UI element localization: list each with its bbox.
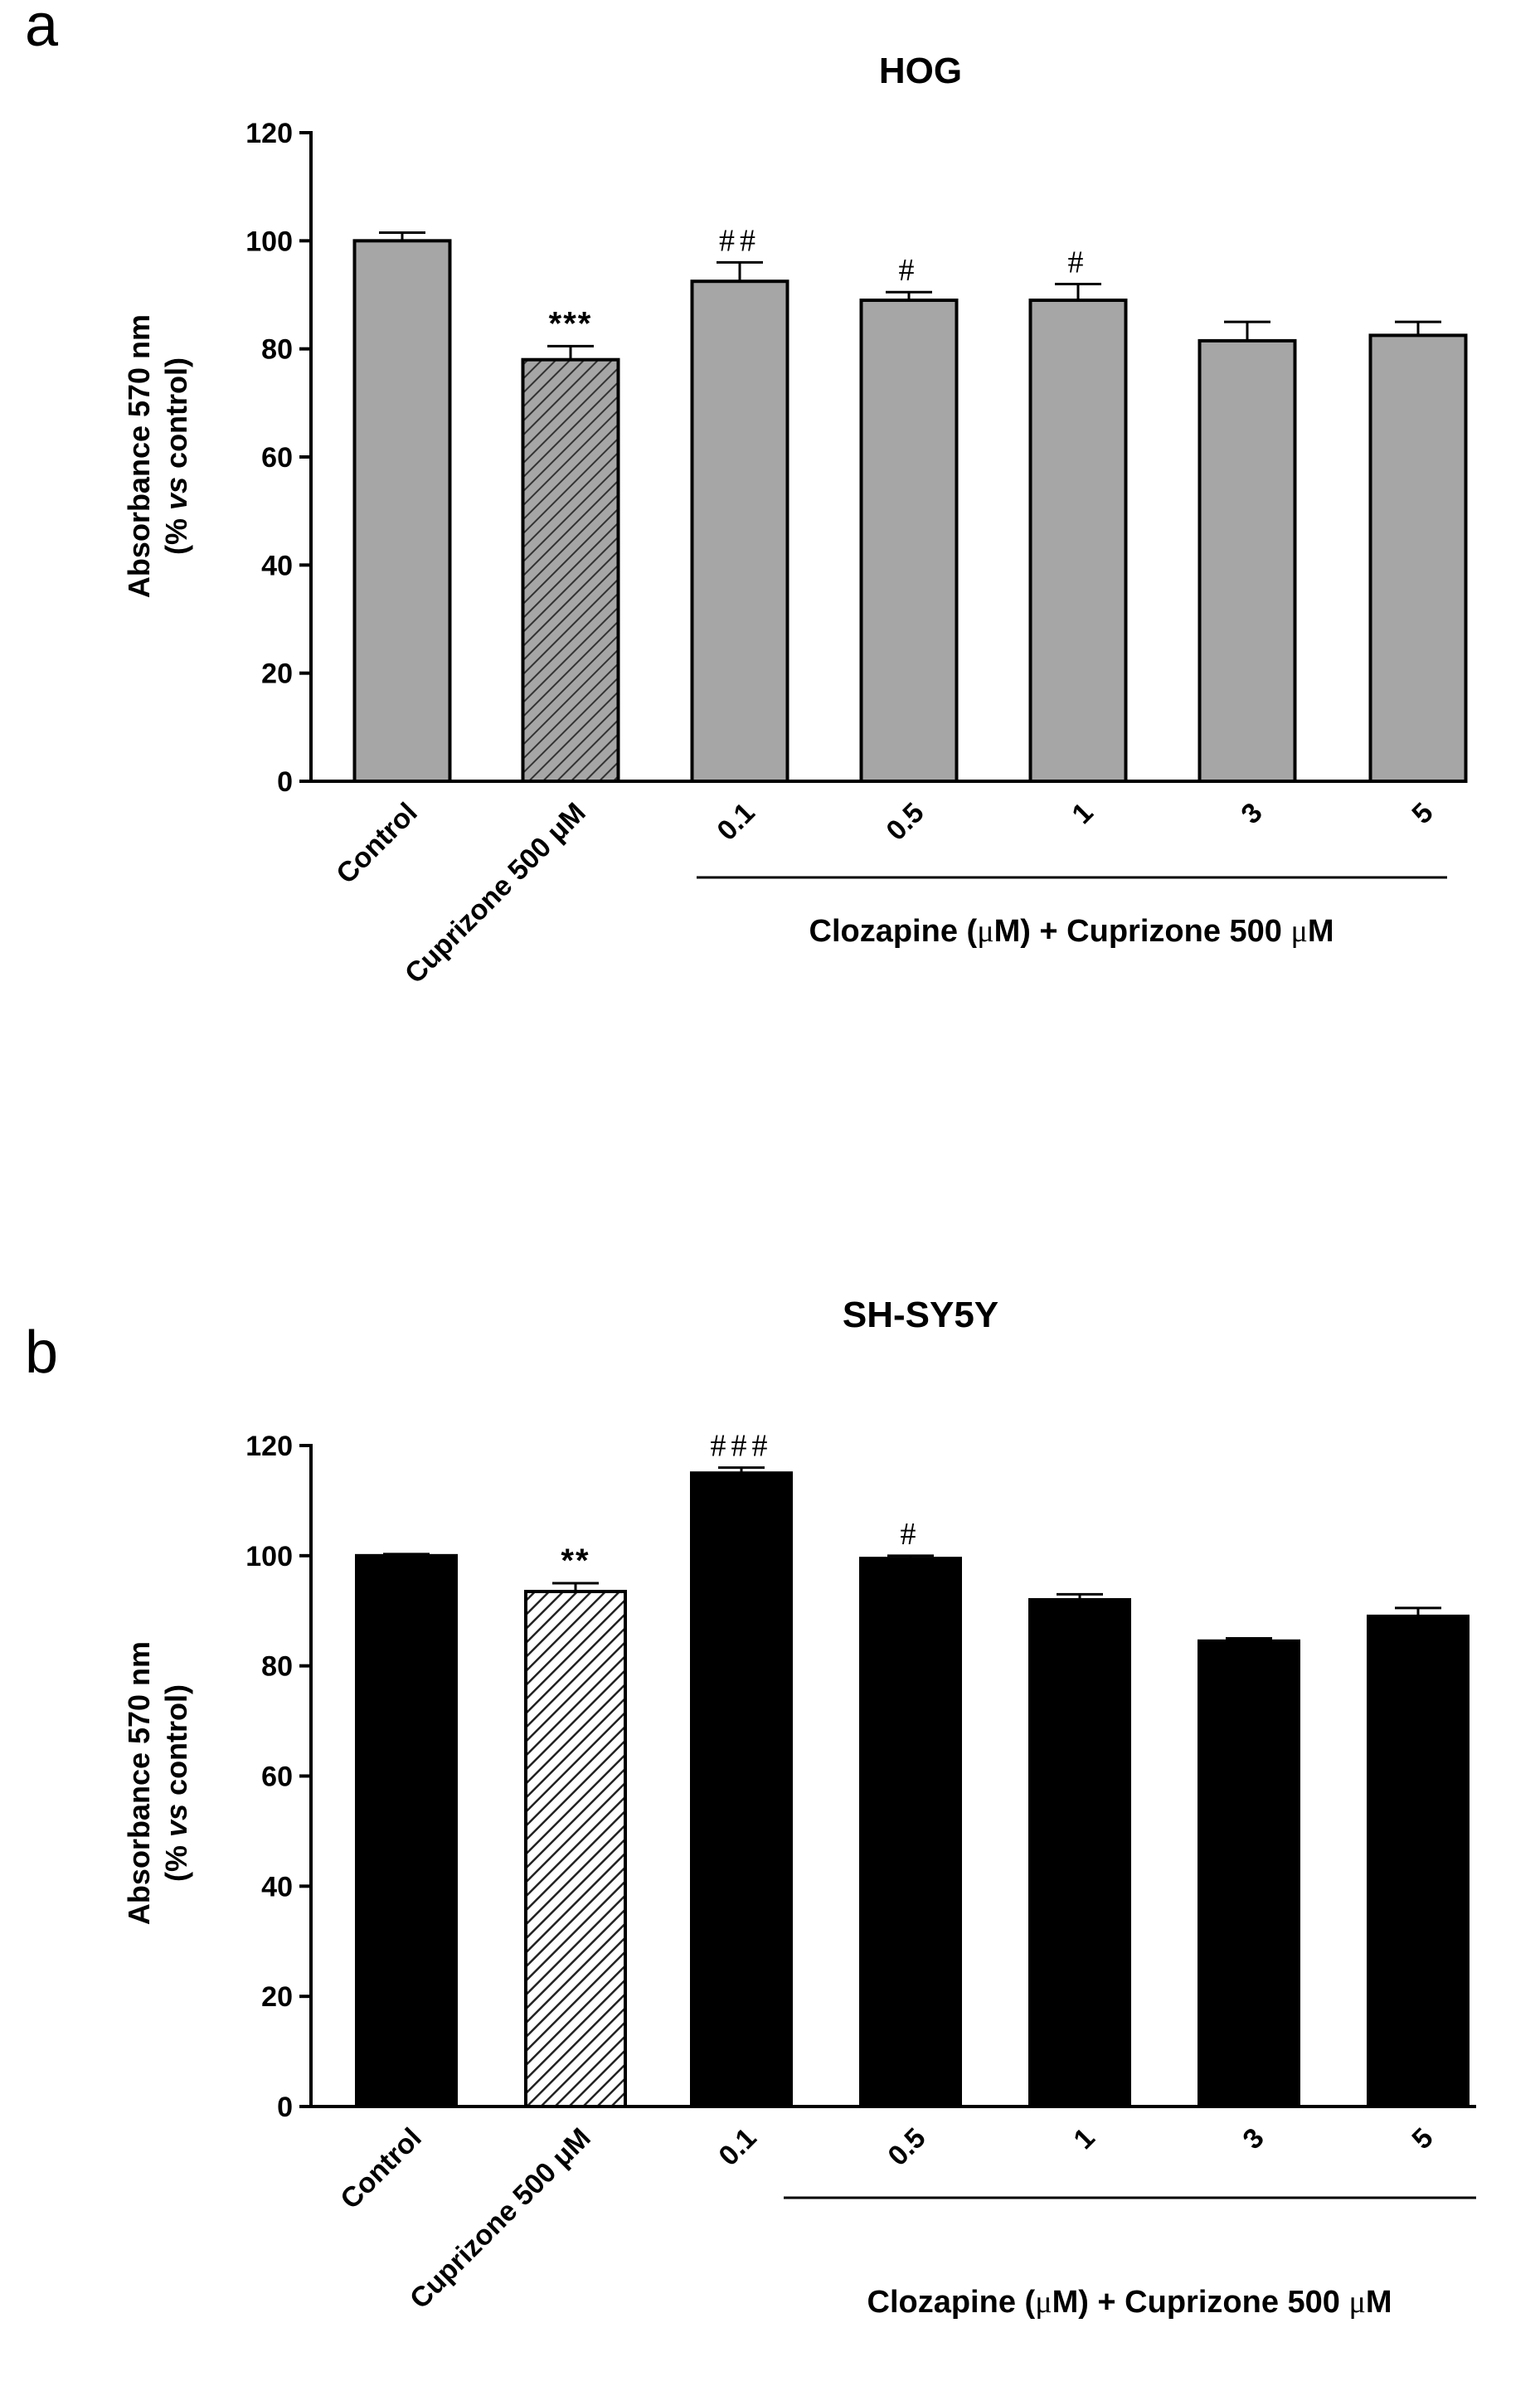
panel-b-bar — [1028, 1597, 1131, 2108]
panel-a-y-tick-label: 120 — [245, 118, 293, 149]
panel-a-category-label: 1 — [1066, 797, 1099, 830]
panel-a-plot: 0 20 40 60 80 100 120 Control *** Cuprizone 500 μ… — [245, 118, 1468, 990]
panel-a-bar — [1028, 299, 1128, 783]
panel-a-title: HOG — [879, 51, 962, 91]
panel-b-significance-label: ### — [711, 1429, 773, 1464]
panel-b-label: b — [25, 1319, 58, 1386]
panel-b-y-tick-label: 80 — [261, 1651, 293, 1683]
panel-a-significance-label: # — [899, 253, 920, 288]
panel-a-bar — [1198, 338, 1297, 783]
panel-b-plot: 0 20 40 60 80 100 120 Control ** Cuprizone 500 μM… — [245, 1429, 1476, 2316]
panel-a-category-label: Cuprizone 500 μM — [399, 797, 592, 990]
panel-b-group-label: Clozapine (μM) + Cuprizone 500 μM — [867, 2285, 1392, 2320]
panel-b-y-tick-label: 0 — [277, 2092, 293, 2123]
panel-a-ylabel-line1: Absorbance 570 nm — [122, 314, 156, 598]
panel-b-bar — [355, 1553, 458, 2109]
panel-b-category-label: 1 — [1067, 2122, 1100, 2155]
panel-b-category-label: 5 — [1406, 2122, 1439, 2155]
panel-a-bar — [1368, 333, 1468, 783]
panel-b-category-label: 3 — [1236, 2122, 1270, 2155]
panel-a-category-label: 5 — [1406, 797, 1439, 830]
panel-a-bar — [690, 279, 789, 784]
panel-a-y-tick-label: 80 — [261, 334, 293, 366]
panel-a-bar — [352, 239, 452, 784]
panel-b-y-tick-label: 100 — [245, 1541, 293, 1572]
panel-b-bar — [690, 1471, 793, 2109]
panel-a-y-tick-label: 100 — [245, 226, 293, 257]
panel-a-significance-label: # — [1068, 245, 1089, 279]
panel-b-category-label: Control — [334, 2122, 427, 2215]
panel-b-y-tick-label: 120 — [245, 1431, 293, 1462]
panel-a-label: a — [25, 0, 59, 59]
panel-a-category-label: 0.1 — [711, 797, 760, 847]
panel-b: SH-SY5Y Absorbance 570 nm (% vs control)… — [122, 1295, 1476, 2320]
panel-a-y-tick-label: 60 — [261, 442, 293, 474]
panel-a-ylabel-line2: (% vs control) — [159, 357, 193, 555]
panel-b-category-label: Cuprizone 500 μM — [404, 2122, 597, 2316]
panel-a-category-label: 3 — [1235, 797, 1268, 830]
panel-a-y-tick-label: 0 — [277, 766, 293, 798]
panel-a-bar — [521, 357, 620, 783]
panel-a-y-tick-label: 20 — [261, 658, 293, 690]
panel-a-bar — [859, 299, 959, 783]
panel-a-y-tick-label: 40 — [261, 550, 293, 581]
panel-b-bar — [1367, 1614, 1470, 2109]
panel-b-y-tick-label: 20 — [261, 1981, 293, 2013]
panel-b-significance-label: # — [901, 1517, 921, 1552]
panel-a-significance-label: ## — [719, 223, 760, 258]
panel-a-category-label: Control — [330, 797, 423, 890]
panel-b-category-label: 0.5 — [882, 2122, 931, 2172]
panel-b-significance-label: ** — [561, 1543, 590, 1579]
panel-b-y-tick-label: 60 — [261, 1762, 293, 1793]
panel-a-significance-label: *** — [549, 305, 593, 342]
panel-a-category-label: 0.5 — [880, 797, 930, 847]
panel-b-bar — [1198, 1639, 1300, 2108]
panel-a-group-label: Clozapine (μM) + Cuprizone 500 μM — [809, 914, 1334, 949]
panel-b-title: SH-SY5Y — [843, 1295, 998, 1335]
panel-b-ylabel-line2: (% vs control) — [159, 1684, 193, 1882]
panel-a: HOG Absorbance 570 nm (% vs control) Clo… — [122, 51, 1468, 990]
panel-b-bar — [524, 1590, 627, 2108]
panel-b-ylabel-line1: Absorbance 570 nm — [122, 1641, 156, 1925]
panel-b-bar — [859, 1557, 962, 2108]
panel-b-y-tick-label: 40 — [261, 1871, 293, 1902]
panel-b-category-label: 0.1 — [712, 2122, 762, 2172]
